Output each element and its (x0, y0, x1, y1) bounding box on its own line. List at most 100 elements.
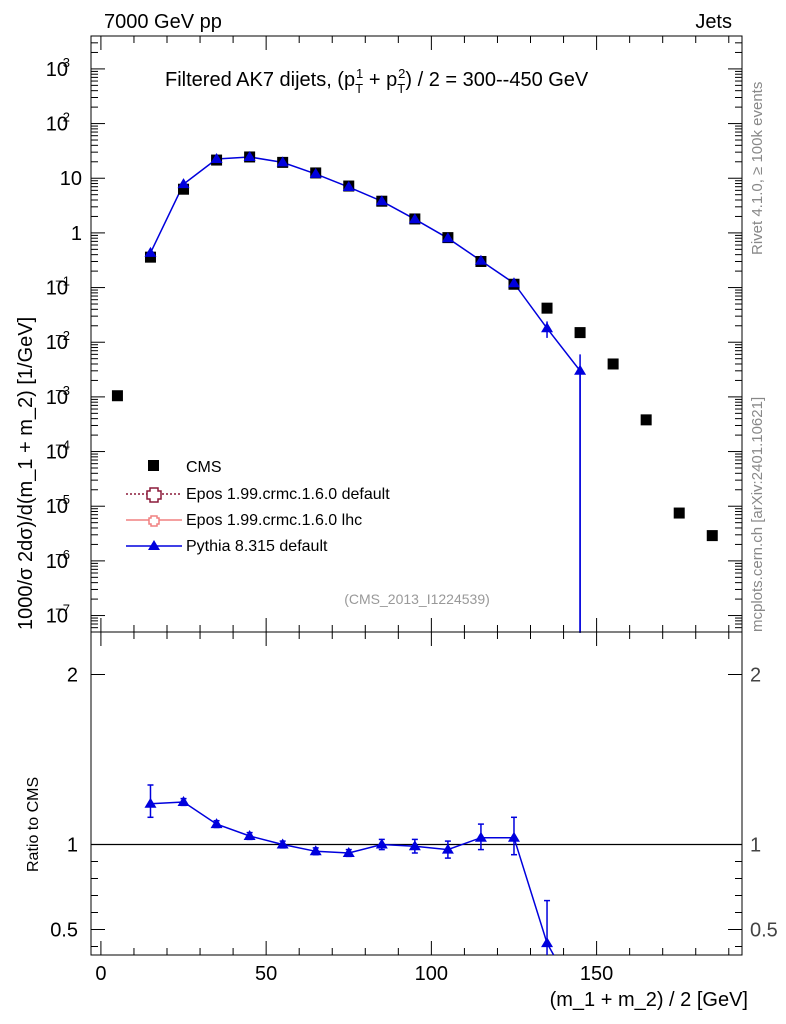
chart-title: Filtered AK7 dijets, (pT1 + pT2) / 2 = 3… (165, 66, 589, 96)
pythia-point (474, 254, 487, 265)
y-tick-label-exponent: −3 (55, 383, 70, 398)
pythia-point (276, 156, 289, 167)
ratio-y-tick-label-right: 1 (750, 835, 761, 857)
y-tick-label: 103 (46, 55, 70, 81)
ratio-y-axis-label: Ratio to CMS (25, 777, 42, 872)
y-tick-label: 1 (71, 223, 82, 245)
chart-title-part: T (397, 81, 405, 96)
pythia-point (243, 150, 256, 161)
y-tick-label: 10−1 (46, 274, 70, 300)
pythia-point (375, 195, 388, 206)
pythia-point (574, 364, 587, 375)
pythia-point (342, 181, 355, 192)
ratio-x-tick-labels: 0 50 100 150 (95, 963, 613, 985)
chart-title-part: ) / 2 = 300--450 GeV (405, 69, 589, 91)
y-tick-label: 10−5 (46, 492, 70, 518)
x-tick-label: 0 (95, 963, 106, 985)
legend-label-epos-lhc: Epos 1.99.crmc.1.6.0 lhc (186, 512, 362, 529)
rivet-version-label: Rivet 4.1.0, ≥ 100k events (749, 82, 766, 255)
main-y-axis-label: 1000/σ 2dσ)/d(m_1 + m_2) [1/GeV] (15, 317, 37, 630)
pythia-point (309, 167, 322, 178)
ratio-pythia-point (541, 937, 554, 948)
ratio-panel: 0.5 0.5 1 1 2 2 0 50 100 150 Ratio to CMS (m_1 +… (25, 631, 778, 1011)
legend-marker-pythia (148, 540, 160, 550)
cms-data-point (607, 358, 619, 370)
cms-data-point (111, 390, 123, 402)
y-tick-label: 10−4 (46, 438, 70, 464)
ratio-pythia-point (309, 845, 322, 856)
energy-label: 7000 GeV pp (104, 11, 222, 33)
pythia-point (210, 152, 223, 163)
main-series-layer (111, 150, 718, 633)
chart-title-part: 2 (398, 66, 405, 81)
ratio-pythia-point (210, 818, 223, 829)
chart-title-part: Filtered AK7 dijets, (p (165, 69, 355, 91)
cms-data-point (706, 530, 718, 542)
ratio-y-tick-label-right: 0.5 (750, 920, 778, 942)
cms-data-point (673, 507, 685, 519)
y-tick-label-exponent: −2 (55, 328, 70, 343)
ratio-pythia-point (375, 838, 388, 849)
main-axis-ticks (91, 35, 742, 633)
y-tick-label-base: 10 (46, 387, 68, 409)
y-tick-label-base: 10 (46, 606, 68, 628)
ratio-pythia-point (474, 831, 487, 842)
x-tick-label: 100 (415, 963, 448, 985)
cms-data-point (144, 251, 156, 263)
ratio-y-tick-label: 0.5 (50, 920, 78, 942)
y-tick-label: 10−7 (46, 602, 70, 628)
pythia-point (441, 232, 454, 243)
y-tick-label-base: 1 (71, 223, 82, 245)
ratio-pythia-point (144, 797, 157, 808)
y-tick-label-base: 10 (46, 278, 68, 300)
cms-data-point (541, 302, 553, 314)
chart-title-part: + p (363, 69, 397, 91)
pythia-line (149, 156, 581, 633)
legend-marker-cms (148, 460, 159, 471)
ratio-pythia-line (150, 801, 555, 956)
y-tick-label: 102 (46, 110, 70, 136)
pythia-point (144, 246, 157, 257)
y-tick-label-base: 10 (46, 442, 68, 464)
ratio-axis-ticks (91, 632, 742, 955)
ratio-pythia-point (177, 796, 190, 806)
y-tick-label-exponent: −4 (55, 438, 70, 453)
y-tick-label: 10−6 (46, 547, 70, 573)
y-tick-label-exponent: 3 (63, 55, 70, 70)
ratio-y-tick-labels: 0.5 0.5 1 1 2 2 (50, 665, 778, 942)
y-tick-label-exponent: −1 (55, 274, 70, 289)
y-tick-label-exponent: −6 (55, 547, 70, 562)
x-tick-label: 50 (255, 963, 277, 985)
process-label: Jets (695, 11, 732, 33)
chart-title-part: T (355, 81, 363, 96)
pythia-point (177, 178, 190, 189)
ratio-y-tick-label: 1 (67, 835, 78, 857)
y-tick-label: 10 (60, 168, 82, 190)
pythia-point (507, 277, 520, 288)
ratio-series-layer (144, 784, 555, 956)
pythia-point (408, 213, 421, 224)
ratio-y-tick-label-right: 2 (750, 665, 761, 687)
ratio-pythia-point (507, 831, 520, 842)
legend-label-epos-default: Epos 1.99.crmc.1.6.0 default (186, 486, 390, 503)
y-tick-label-base: 10 (60, 168, 82, 190)
y-tick-label-base: 10 (46, 551, 68, 573)
y-tick-label-base: 10 (46, 332, 68, 354)
y-tick-label-base: 10 (46, 114, 68, 136)
ratio-pythia-point (441, 843, 454, 854)
y-tick-label-base: 10 (46, 496, 68, 518)
chart-title-part: 1 (356, 66, 363, 81)
y-tick-label-exponent: 2 (63, 110, 70, 125)
ratio-frame (90, 631, 743, 956)
y-tick-label-exponent: −7 (55, 602, 70, 617)
y-tick-label: 10−2 (46, 328, 70, 354)
pythia-point (541, 322, 554, 333)
x-axis-label: (m_1 + m_2) / 2 [GeV] (550, 989, 748, 1011)
x-tick-label: 150 (580, 963, 613, 985)
legend-label-pythia: Pythia 8.315 default (186, 538, 328, 555)
ratio-pythia-point (342, 847, 355, 857)
cms-data-point (574, 327, 586, 339)
